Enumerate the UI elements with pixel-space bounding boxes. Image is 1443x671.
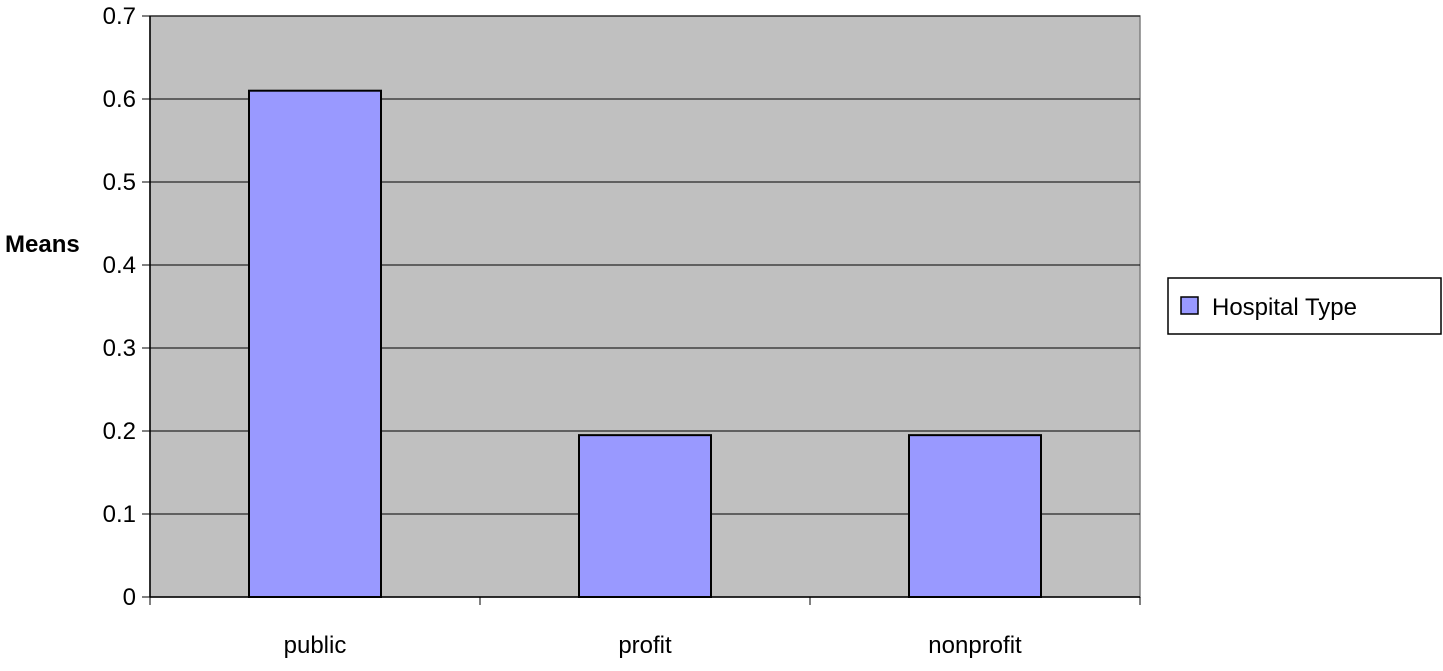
legend-swatch bbox=[1180, 296, 1199, 315]
y-tick-label: 0.5 bbox=[103, 169, 136, 196]
legend-label: Hospital Type bbox=[1212, 294, 1357, 321]
legend: Hospital Type bbox=[1167, 277, 1442, 335]
y-tick-label: 0.7 bbox=[103, 3, 136, 30]
y-tick-label: 0.2 bbox=[103, 418, 136, 445]
bar-profit bbox=[578, 434, 712, 598]
y-tick-label: 0.4 bbox=[103, 252, 136, 279]
x-category-label: nonprofit bbox=[928, 632, 1022, 659]
x-category-label: profit bbox=[618, 632, 672, 659]
x-axis: public profit nonprofit bbox=[149, 596, 1141, 659]
legend-box bbox=[1167, 277, 1442, 335]
y-tick-label: 0.3 bbox=[103, 335, 136, 362]
y-axis-label: Means bbox=[5, 231, 80, 258]
y-tick-label: 0.1 bbox=[103, 501, 136, 528]
y-tick-label: 0.6 bbox=[103, 86, 136, 113]
bar-nonprofit bbox=[908, 434, 1042, 598]
y-tick-label: 0 bbox=[123, 584, 136, 611]
x-category-label: public bbox=[284, 632, 347, 659]
y-axis: 0 0.1 0.2 0.3 0.4 0.5 0.6 0.7 bbox=[103, 3, 151, 611]
bars bbox=[248, 89, 1042, 598]
bar-public bbox=[248, 89, 382, 598]
